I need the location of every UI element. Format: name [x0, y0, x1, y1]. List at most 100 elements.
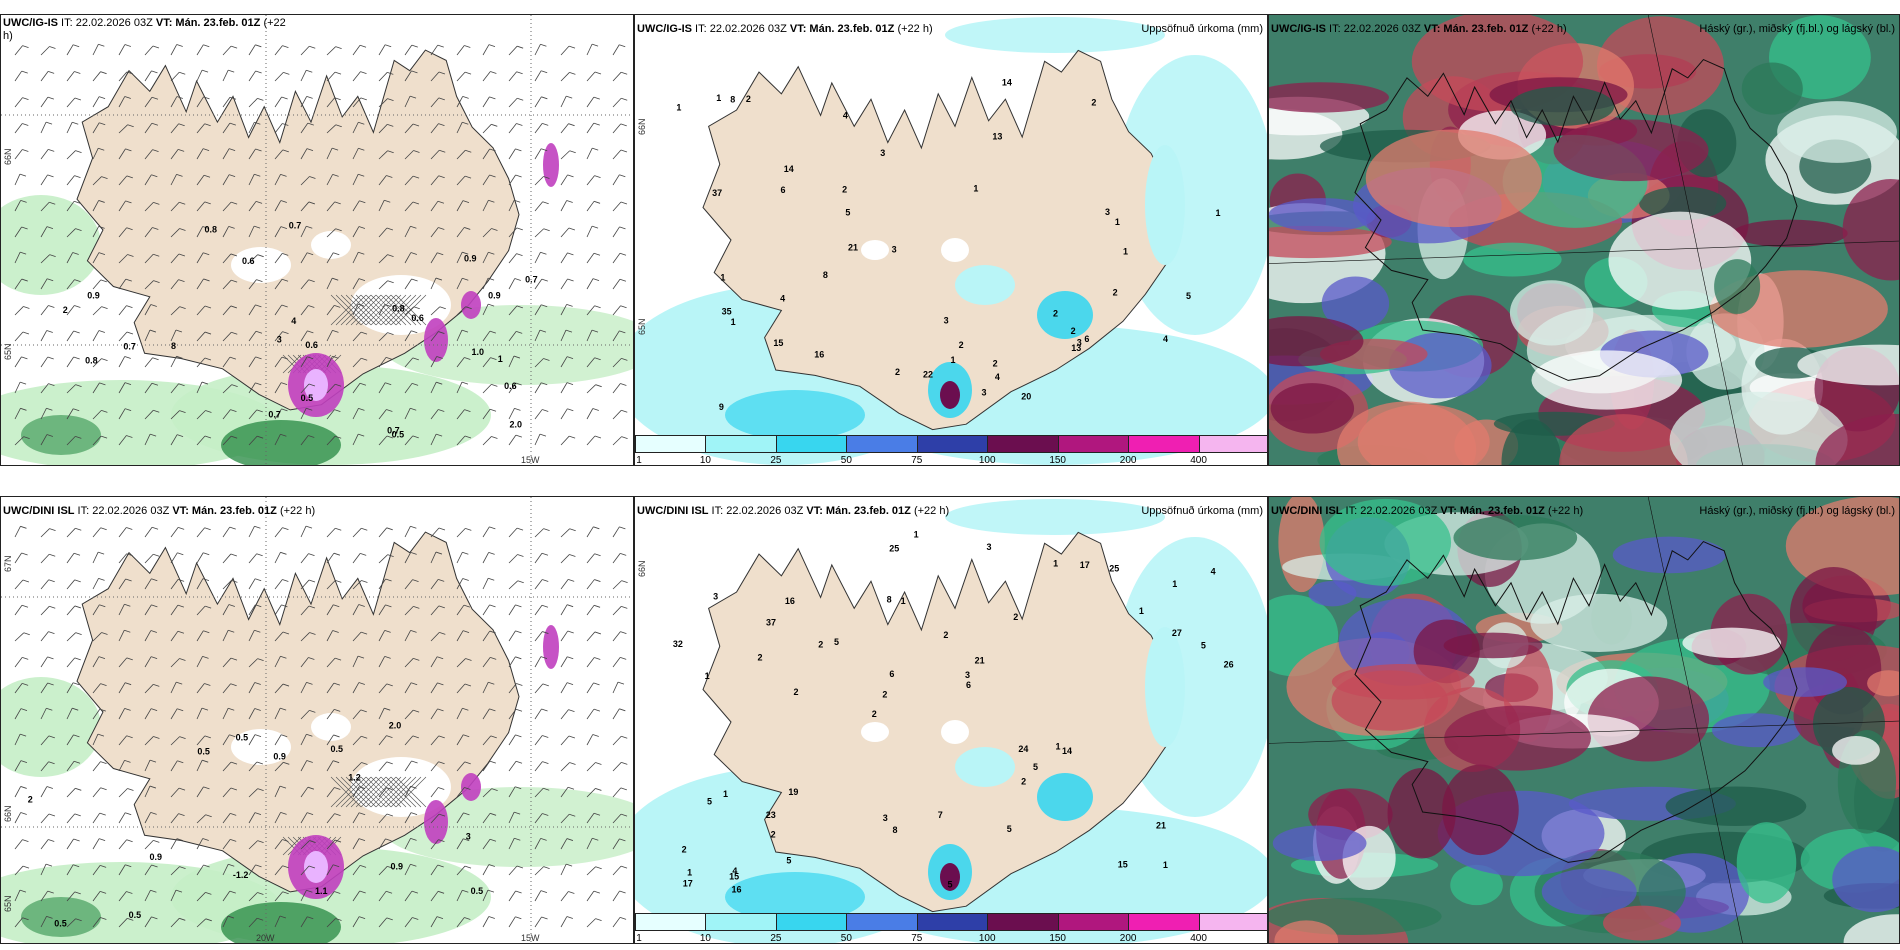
cloud-area [1797, 344, 1899, 386]
value-label: 2.0 [389, 720, 402, 730]
wind-barb [456, 96, 469, 108]
wind-barb [378, 683, 393, 694]
wind-barb [456, 306, 472, 316]
wind-barb [456, 658, 472, 668]
wind-barb [40, 174, 54, 186]
wind-barb [560, 863, 573, 876]
wind-barb [14, 278, 28, 290]
value-label: 3 [1105, 207, 1110, 217]
wind-barb [40, 356, 54, 368]
wind-barb [66, 527, 82, 538]
wind-barb [222, 305, 237, 316]
colorbar-swatch [846, 435, 918, 453]
wind-barb [430, 277, 443, 290]
wind-barb [456, 200, 470, 212]
wind-barb [586, 200, 601, 212]
wind-barb [482, 303, 495, 316]
cloud-area [1603, 905, 1682, 941]
wind-barb [170, 201, 186, 212]
wind-barb [534, 278, 548, 290]
colorbar-tick-label: 200 [1119, 455, 1137, 466]
precip-area [945, 499, 1165, 535]
colorbar-tick-label: 400 [1190, 455, 1207, 466]
wind-barb [118, 254, 134, 264]
wind-barb [352, 173, 365, 186]
precip-area [955, 265, 1015, 305]
wind-barb [274, 278, 289, 290]
wind-barb [482, 708, 496, 720]
wind-barb [14, 173, 27, 186]
wind-barb [352, 147, 365, 160]
wind-barb [40, 863, 53, 876]
wind-barb [404, 812, 418, 824]
wind-barb [144, 785, 157, 798]
wind-barb [456, 551, 469, 564]
wind-barb [612, 761, 628, 772]
wind-barb [378, 44, 392, 56]
wind-barb [170, 434, 184, 446]
wind-barb [456, 175, 472, 186]
wind-barb [66, 252, 79, 264]
wind-barb [144, 553, 160, 564]
precip-area [1037, 773, 1093, 821]
wind-barb [170, 71, 186, 82]
cloud-area [1319, 498, 1452, 586]
wind-barb [508, 123, 523, 134]
wind-barb [560, 252, 574, 264]
wind-barb [326, 228, 342, 238]
wind-barb [586, 435, 602, 446]
wind-barb [300, 681, 313, 694]
wind-barb [586, 631, 601, 642]
wind-barb [300, 889, 313, 902]
colorbar-tick-label: 100 [978, 933, 996, 944]
wind-barb [300, 225, 313, 238]
wind-barb [118, 891, 133, 902]
wind-barb [196, 305, 212, 316]
wind-barb [170, 813, 185, 824]
wind-barb [326, 891, 341, 902]
panel-header: UWC/DINI ISL IT: 22.02.2026 03Z VT: Mán.… [1271, 505, 1584, 517]
value-label: 0.7 [268, 410, 281, 420]
cloud-area [1509, 86, 1615, 126]
value-label: 1 [1163, 860, 1168, 870]
wind-barb [508, 865, 524, 876]
value-label: 16 [785, 596, 795, 606]
wind-barb [612, 553, 627, 564]
wind-barb [352, 200, 366, 212]
wind-barb [274, 579, 289, 590]
map-panel-accum-precip-ig: UWC/IG-IS IT: 22.02.2026 03Z VT: Mán. 23… [634, 14, 1268, 466]
wind-barb [196, 838, 209, 850]
wind-barb [482, 889, 495, 902]
cloud-area [1269, 82, 1389, 113]
wind-barb [248, 148, 262, 160]
value-label: -1.2 [233, 870, 249, 880]
value-label: 3 [892, 245, 897, 255]
value-label: 2 [842, 184, 847, 194]
wind-barb [14, 889, 27, 902]
wind-barb [586, 579, 601, 590]
cloud-area [1442, 764, 1519, 856]
wind-barb [456, 277, 469, 290]
wind-barb [326, 435, 342, 446]
wind-barb [508, 656, 522, 668]
wind-barb [352, 331, 368, 342]
wind-barb [508, 174, 522, 186]
cloud-area [1272, 825, 1367, 861]
wind-barb [222, 409, 237, 420]
wind-barb [144, 227, 159, 238]
value-label: 5 [834, 637, 839, 647]
wind-barb [352, 864, 367, 876]
snow-area [311, 713, 351, 741]
wind-barb [456, 734, 470, 746]
cloud-area [1832, 846, 1899, 913]
wind-barb [430, 735, 445, 746]
wind-barb [118, 175, 133, 186]
wind-barb [586, 175, 601, 186]
wind-barb [196, 552, 210, 564]
wind-barb [66, 918, 82, 928]
wind-barb [118, 788, 134, 798]
wind-barb [196, 381, 209, 394]
heavy-precip-area [940, 381, 960, 409]
wind-barb [430, 761, 445, 772]
wind-barb [612, 681, 625, 694]
